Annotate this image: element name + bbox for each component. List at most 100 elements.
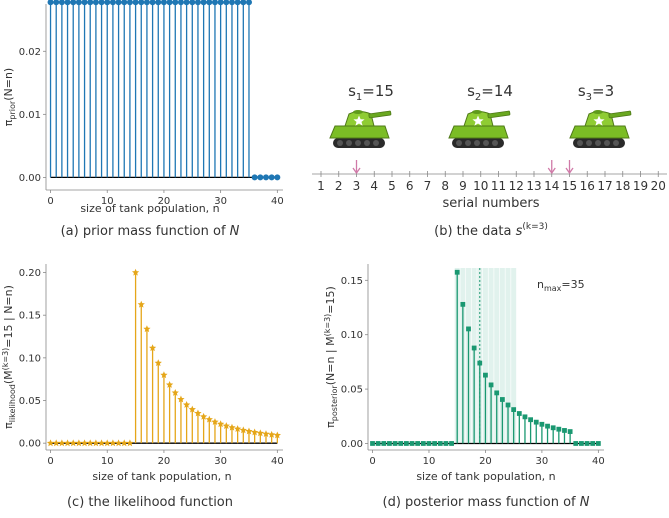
prior-point bbox=[138, 0, 145, 6]
posterior-point bbox=[505, 402, 511, 408]
serial-number-label: 1 bbox=[317, 179, 325, 193]
prior-point bbox=[87, 0, 94, 6]
likelihood-xtick-label: 30 bbox=[214, 456, 227, 467]
posterior-point bbox=[579, 441, 584, 446]
likelihood-point bbox=[200, 412, 208, 420]
likelihood-point bbox=[120, 439, 128, 447]
serial-number-label: 6 bbox=[406, 179, 414, 193]
likelihood-point bbox=[211, 418, 219, 425]
posterior-ytick-label: 0.10 bbox=[341, 330, 363, 341]
tank-3-icon bbox=[569, 109, 632, 149]
posterior-point bbox=[556, 426, 562, 432]
posterior-credible-band bbox=[477, 268, 483, 444]
tank-3: s3=3 bbox=[569, 82, 632, 149]
serial-number-label: 8 bbox=[441, 179, 449, 193]
likelihood-point bbox=[52, 439, 60, 447]
prior-point bbox=[58, 0, 65, 6]
serial-number-label: 5 bbox=[388, 179, 396, 193]
likelihood-caption: (c) the likelihood function bbox=[67, 495, 233, 510]
likelihood-chart: 0 10 20 30 40 0.00 0.05 0.10 0.15 0.20 size of ta… bbox=[1, 264, 284, 510]
posterior-point bbox=[460, 301, 466, 307]
posterior-credible-band bbox=[494, 268, 500, 444]
likelihood-xtick-label: 40 bbox=[271, 456, 284, 467]
posterior-point bbox=[426, 441, 432, 446]
posterior-point bbox=[387, 441, 392, 446]
likelihood-ytick-label: 0.00 bbox=[19, 439, 41, 450]
prior-xtick-label: 30 bbox=[214, 196, 227, 207]
prior-point bbox=[47, 0, 54, 6]
prior-point bbox=[98, 0, 105, 6]
likelihood-xtick-label: 10 bbox=[101, 456, 114, 467]
prior-point bbox=[121, 0, 128, 6]
prior-xtick-label: 40 bbox=[271, 196, 284, 207]
likelihood-point bbox=[69, 439, 77, 447]
serial-number-label: 9 bbox=[459, 179, 467, 193]
likelihood-point bbox=[171, 388, 179, 396]
posterior-ylabel: πposterior(N=n | M(k=3)=15) bbox=[323, 286, 339, 428]
likelihood-point bbox=[80, 439, 89, 447]
prior-point bbox=[126, 0, 133, 6]
tank-2: s2=14 bbox=[448, 82, 513, 149]
likelihood-ytick-label: 0.10 bbox=[19, 353, 41, 364]
likelihood-point bbox=[188, 405, 196, 413]
prior-point bbox=[268, 174, 275, 181]
posterior-point bbox=[449, 441, 454, 446]
serial-number-label: 11 bbox=[491, 179, 506, 193]
prior-point bbox=[183, 0, 190, 6]
prior-ytick-label: 0.02 bbox=[19, 47, 41, 58]
likelihood-point bbox=[273, 431, 281, 439]
likelihood-point bbox=[217, 420, 225, 428]
likelihood-point bbox=[160, 371, 168, 379]
serial-number-label: 12 bbox=[509, 179, 524, 193]
observed-arrow-head bbox=[547, 167, 556, 175]
posterior-point bbox=[466, 326, 471, 332]
likelihood-xlabel: size of tank population, n bbox=[92, 470, 231, 483]
posterior-point bbox=[545, 423, 550, 429]
likelihood-point bbox=[228, 423, 236, 431]
likelihood-point bbox=[75, 439, 83, 447]
posterior-point bbox=[370, 441, 375, 446]
likelihood-point bbox=[86, 439, 94, 447]
observed-arrow-head bbox=[352, 167, 361, 175]
posterior-xtick-label: 10 bbox=[423, 456, 436, 467]
likelihood-point bbox=[58, 439, 66, 447]
posterior-point bbox=[454, 269, 460, 275]
likelihood-point bbox=[131, 268, 140, 276]
prior-xtick-label: 20 bbox=[158, 196, 171, 207]
posterior-point bbox=[432, 441, 438, 446]
posterior-ytick-label: 0.00 bbox=[341, 439, 363, 450]
likelihood-point bbox=[262, 430, 270, 438]
likelihood-point bbox=[148, 344, 157, 352]
prior-chart: 0 10 20 30 40 0.00 0.01 0.02 size of tank popul… bbox=[2, 0, 284, 239]
tank-1-icon bbox=[329, 109, 392, 149]
serial-number-label: 18 bbox=[615, 179, 630, 193]
likelihood-point bbox=[256, 429, 264, 437]
posterior-point bbox=[573, 441, 579, 446]
prior-point bbox=[92, 0, 99, 6]
posterior-credible-band bbox=[488, 268, 494, 444]
prior-point bbox=[245, 0, 252, 6]
serial-number-label: 17 bbox=[597, 179, 612, 193]
tank-1: s1=15 bbox=[329, 82, 394, 149]
prior-point bbox=[81, 0, 88, 6]
posterior-point bbox=[375, 441, 381, 446]
posterior-xtick-label: 30 bbox=[536, 456, 549, 467]
prior-point bbox=[234, 0, 241, 6]
data-caption: (b) the data s(k=3) bbox=[434, 222, 548, 239]
posterior-point bbox=[409, 441, 415, 446]
posterior-point bbox=[483, 372, 488, 378]
likelihood-point bbox=[194, 409, 202, 417]
likelihood-point bbox=[251, 428, 259, 436]
posterior-chart: 0 10 20 30 40 0.00 0.05 0.10 0.15 nmax=35 size o… bbox=[323, 264, 605, 510]
likelihood-point bbox=[63, 439, 72, 447]
prior-point bbox=[240, 0, 247, 6]
data-panel: s1=15 s2=14 s3=3 1 2 3 4 5 6 7 8 9 10 11 12 13 14 15 16… bbox=[312, 82, 667, 239]
serial-number-label: 19 bbox=[633, 179, 648, 193]
posterior-point bbox=[539, 421, 545, 427]
observed-arrow-head bbox=[565, 167, 574, 175]
prior-ytick-label: 0.00 bbox=[19, 173, 41, 184]
likelihood-ytick-label: 0.20 bbox=[19, 268, 41, 279]
tank-3-label: s3=3 bbox=[578, 82, 614, 103]
posterior-point bbox=[528, 417, 534, 423]
